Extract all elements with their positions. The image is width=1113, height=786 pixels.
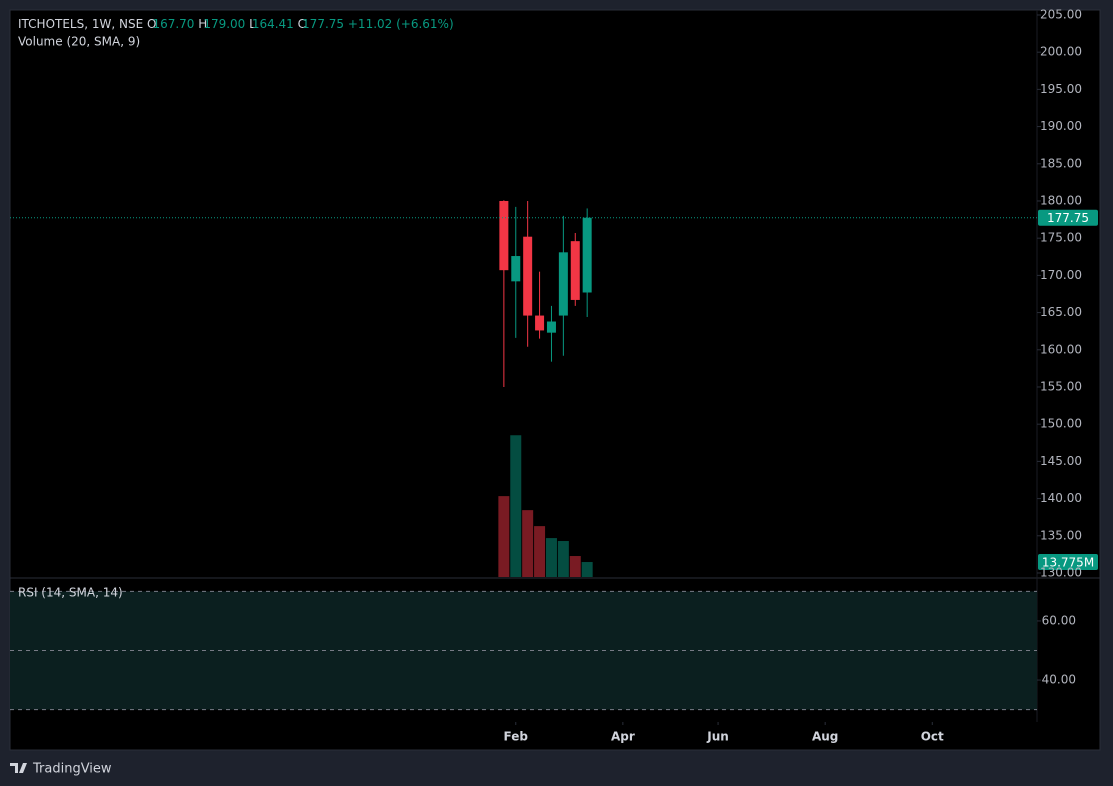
y-tick-label: 145.00 [1040,454,1082,468]
volume-bar [581,562,593,577]
open-label: O [147,17,156,31]
close-label: C [298,17,306,31]
x-tick-label: Aug [812,730,838,744]
x-tick-label: Jun [706,730,729,744]
candle-body [535,315,545,331]
legend-row: ITCHOTELS, 1W, NSE O167.70 H179.00 L164.… [18,17,454,31]
volume-label: 13.775M [1042,556,1094,570]
y-tick-label: 160.00 [1040,342,1082,356]
y-tick-label: 135.00 [1040,528,1082,542]
rsi-tick-label: 60.00 [1042,613,1076,627]
rsi-tick-label: 40.00 [1042,673,1076,687]
close: 177.75 [302,17,344,31]
volume-bar [498,496,510,577]
x-tick-label: Oct [921,730,944,744]
y-tick-label: 190.00 [1040,119,1082,133]
high: 179.00 [203,17,245,31]
volume-bar [510,435,522,577]
logo: TradingView [10,762,112,777]
y-tick-label: 140.00 [1040,491,1082,505]
candle-body [499,200,509,271]
x-tick-label: Feb [504,730,529,744]
brand: TradingView [32,762,112,777]
legend: ITCHOTELS, 1W, NSE O167.70 H179.00 L164.… [18,17,454,600]
volume-bar [557,541,569,577]
y-tick-label: 155.00 [1040,379,1082,393]
low: 164.41 [252,17,294,31]
open: 167.70 [152,17,194,31]
y-tick-label: 130.00 [1040,565,1082,579]
low-label: L [249,17,256,31]
rsi-title: RSI (14, SMA, 14) [18,586,123,600]
volume-bar [522,510,534,577]
candle-body [582,217,592,293]
candle-body [546,321,556,333]
x-tick-label: Apr [611,730,635,744]
y-tick-label: 150.00 [1040,417,1082,431]
high-label: H [198,17,207,31]
logo-icon [10,763,27,773]
volume-bar [569,556,581,577]
candle-body [558,252,568,316]
candle-body [511,256,521,282]
y-tick-label: 170.00 [1040,268,1082,282]
y-tick-label: 200.00 [1040,45,1082,59]
volume-bar [545,538,557,577]
symbol: ITCHOTELS, 1W, NSE [18,17,143,31]
last-price-label: 177.75 [1047,211,1089,225]
y-tick-label: 205.00 [1040,7,1082,21]
y-tick-label: 165.00 [1040,305,1082,319]
y-tick-label: 185.00 [1040,156,1082,170]
y-tick-label: 195.00 [1040,82,1082,96]
volume-title: Volume (20, SMA, 9) [18,35,140,49]
change: +11.02 (+6.61%) [348,17,454,31]
y-tick-label: 175.00 [1040,231,1082,245]
y-tick-label: 180.00 [1040,193,1082,207]
candle-body [570,241,580,300]
candle-body [523,236,533,316]
volume-label-box [1038,554,1098,571]
last-price-label-box [1038,209,1098,226]
volume-bar [534,526,546,577]
